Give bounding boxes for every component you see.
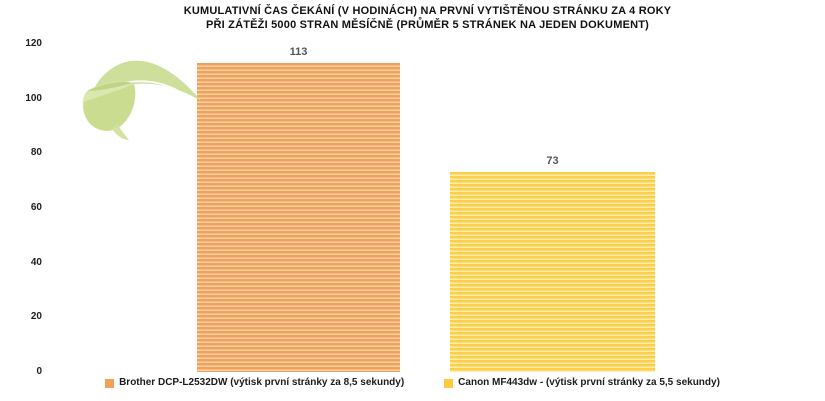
legend-label-canon: Canon MF443dw - (výtisk první stránky za… [458, 377, 720, 388]
y-axis: 120 100 80 60 40 20 0 [0, 0, 46, 401]
y-tick-20: 20 [30, 311, 42, 322]
bar-value-brother: 113 [289, 46, 308, 58]
leaf-decoration-icon [82, 60, 201, 140]
legend: Brother DCP-L2532DW (výtisk první stránk… [0, 377, 825, 389]
legend-marker-brother-icon [105, 378, 115, 388]
chart-title: KUMULATIVNÍ ČAS ČEKÁNÍ (V HODINÁCH) NA P… [30, 4, 825, 32]
chart-title-line1: KUMULATIVNÍ ČAS ČEKÁNÍ (V HODINÁCH) NA P… [183, 5, 672, 17]
bar-canon [450, 172, 655, 372]
y-tick-60: 60 [30, 202, 42, 213]
legend-label-brother: Brother DCP-L2532DW (výtisk první stránk… [119, 377, 405, 388]
legend-item-brother: Brother DCP-L2532DW (výtisk první stránk… [105, 377, 404, 389]
chart-title-line2: PŘI ZÁTĚŽI 5000 STRAN MĚSÍČNĚ (PRŮMĚR 5 … [205, 19, 650, 31]
y-tick-100: 100 [25, 93, 42, 104]
legend-item-canon: Canon MF443dw - (výtisk první stránky za… [444, 377, 720, 389]
legend-marker-canon-icon [444, 378, 454, 388]
y-tick-0: 0 [36, 366, 42, 377]
y-tick-80: 80 [30, 147, 42, 158]
y-tick-120: 120 [25, 38, 42, 49]
y-tick-40: 40 [30, 257, 42, 268]
bar-brother [197, 63, 400, 372]
bar-value-canon: 73 [546, 155, 559, 167]
